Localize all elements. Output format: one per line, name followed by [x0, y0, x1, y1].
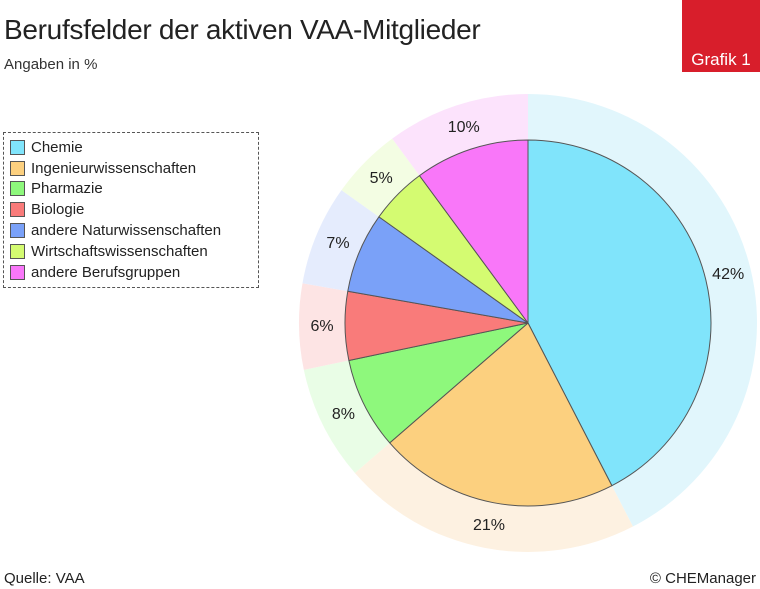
legend-item: Biologie	[10, 199, 258, 220]
legend-swatch	[10, 181, 25, 197]
pie-data-label: 10%	[448, 119, 480, 136]
legend-swatch	[10, 202, 25, 218]
legend-item: andere Berufsgruppen	[10, 262, 258, 283]
chart-title: Berufsfelder der aktiven VAA-Mitglieder	[4, 14, 481, 45]
legend-label: Wirtschaftswissenschaften	[31, 242, 208, 260]
legend-swatch	[10, 243, 25, 259]
pie-slice	[418, 139, 529, 324]
pie-data-label: 8%	[332, 406, 355, 423]
legend-item: Ingenieurwissenschaften	[10, 158, 258, 179]
legend-item: andere Naturwissenschaften	[10, 220, 258, 241]
legend-swatch	[10, 160, 25, 176]
source-note: Quelle: VAA	[4, 570, 85, 587]
pie-slice	[389, 322, 613, 507]
legend-label: Pharmazie	[31, 180, 103, 198]
pie-slice	[348, 322, 529, 444]
legend-label: andere Naturwissenschaften	[31, 222, 222, 240]
legend-swatch	[10, 223, 25, 239]
legend-label: Ingenieurwissenschaften	[31, 159, 197, 177]
chart-legend: Chemie Ingenieurwissenschaften Pharmazie Bi…	[3, 132, 259, 288]
legend-swatch	[10, 139, 25, 155]
pie-slice	[527, 139, 712, 487]
legend-label: Chemie	[31, 138, 83, 156]
legend-swatch	[10, 264, 25, 280]
legend-item: Wirtschaftswissenschaften	[10, 241, 258, 262]
pie-data-label: 5%	[370, 170, 393, 187]
pie-data-label: 6%	[310, 318, 333, 335]
legend-item: Pharmazie	[10, 179, 258, 200]
copyright-note: © CHEManager	[649, 570, 756, 587]
legend-label: Biologie	[31, 201, 85, 219]
figure-badge-label: Grafik 1	[691, 50, 751, 69]
pie-data-label: 42%	[712, 266, 744, 283]
pie-data-label: 21%	[473, 517, 505, 534]
figure-badge: Grafik 1	[682, 0, 760, 72]
pie-data-label: 7%	[326, 235, 349, 252]
legend-label: andere Berufsgruppen	[31, 263, 181, 281]
legend-item: Chemie	[10, 137, 258, 158]
chart-subtitle: Angaben in %	[4, 56, 98, 73]
